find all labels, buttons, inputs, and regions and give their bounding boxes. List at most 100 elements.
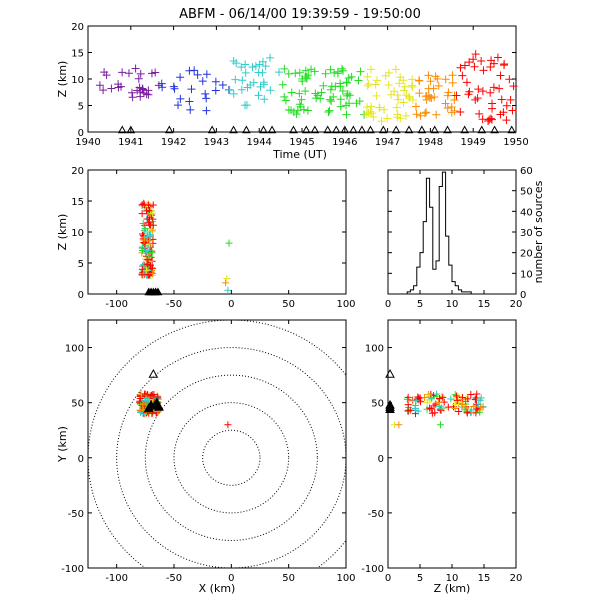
source-point — [95, 81, 104, 90]
y-axis-label: Z (km) — [56, 214, 69, 251]
source-point — [421, 109, 430, 118]
source-point — [336, 102, 345, 111]
source-point — [169, 82, 178, 91]
y-axis-label: Y (km) — [56, 426, 69, 463]
ground-strike-marker — [242, 125, 251, 134]
x-tick-label: 100 — [336, 299, 355, 310]
source-point — [414, 393, 422, 401]
source-point — [141, 396, 149, 404]
x-tick-label: 0 — [228, 573, 234, 584]
x-tick-label: 1943 — [204, 137, 229, 148]
source-point — [363, 81, 372, 90]
source-point — [107, 84, 116, 93]
source-point — [298, 74, 307, 83]
ground-strike-marker — [310, 125, 320, 134]
source-point — [329, 92, 338, 101]
source-point — [149, 209, 157, 217]
plan-view-frame — [87, 319, 347, 569]
source-point — [436, 421, 444, 429]
range-ring — [173, 402, 290, 514]
source-point — [433, 74, 442, 83]
y-tick-label: 0 — [78, 454, 84, 465]
source-point — [118, 68, 127, 77]
source-point — [143, 207, 151, 215]
source-point — [390, 87, 399, 96]
station-marker — [148, 368, 159, 378]
ground-strike-marker — [357, 125, 367, 134]
source-point — [404, 401, 412, 409]
source-point — [258, 57, 267, 66]
source-point — [275, 68, 284, 77]
source-point — [444, 403, 452, 411]
x-axis-label: Z (km) — [434, 582, 471, 595]
y-tick-label: 100 — [365, 344, 384, 355]
source-point — [474, 85, 483, 94]
source-point — [395, 421, 403, 429]
source-point — [471, 50, 480, 59]
source-point — [143, 256, 151, 264]
source-point — [424, 391, 432, 399]
y-tick-label: 100 — [65, 344, 84, 355]
source-point — [486, 88, 495, 97]
source-point — [342, 78, 351, 87]
source-point — [428, 395, 436, 403]
y-tick-label: 0 — [378, 454, 384, 465]
source-point — [408, 75, 417, 84]
source-point — [143, 233, 151, 241]
x-tick-label: 1946 — [332, 137, 357, 148]
source-point — [415, 76, 424, 85]
source-point — [325, 106, 334, 115]
source-point — [342, 101, 351, 110]
source-point — [476, 408, 484, 416]
source-point — [154, 393, 162, 401]
source-point — [475, 109, 484, 118]
source-point — [136, 69, 145, 78]
source-point — [403, 395, 411, 403]
x-tick-label: -50 — [166, 299, 182, 310]
source-point — [495, 84, 504, 93]
source-point — [326, 85, 335, 94]
ground-strike-marker — [117, 125, 127, 134]
source-point — [489, 83, 498, 92]
source-point — [280, 64, 289, 73]
source-point — [462, 78, 471, 87]
source-point — [452, 91, 461, 100]
source-point — [455, 407, 463, 415]
source-point — [479, 66, 488, 75]
y-tick-label: 15 — [71, 49, 84, 60]
source-point — [399, 98, 408, 107]
station-marker — [143, 403, 154, 412]
source-point — [225, 86, 234, 95]
source-point — [127, 88, 136, 97]
source-point — [148, 264, 156, 272]
x-tick-label: -50 — [166, 573, 182, 584]
source-point — [426, 404, 434, 412]
station-marker — [154, 402, 164, 411]
source-point — [310, 67, 319, 76]
ground-strike-marker — [207, 125, 217, 134]
source-point — [441, 99, 450, 108]
source-point — [225, 239, 233, 247]
source-point — [408, 83, 417, 92]
source-point — [412, 397, 420, 405]
source-point — [393, 113, 402, 122]
source-point — [496, 71, 505, 80]
source-point — [426, 77, 435, 86]
source-point — [292, 110, 301, 119]
ground-strike-marker — [259, 125, 268, 134]
ground-strike-marker — [507, 125, 517, 134]
x-tick-label: 20 — [510, 299, 523, 310]
source-point — [301, 66, 310, 75]
source-point — [266, 86, 275, 95]
source-point — [218, 80, 227, 89]
source-point — [237, 63, 246, 72]
source-point — [238, 76, 247, 85]
source-point — [415, 89, 424, 98]
y-tick-label: -100 — [61, 564, 84, 575]
source-point — [326, 65, 335, 74]
source-point — [469, 55, 478, 64]
ground-strike-marker — [349, 125, 358, 134]
x-tick-label: 10 — [446, 299, 459, 310]
source-point — [461, 406, 469, 414]
source-point — [499, 108, 508, 117]
